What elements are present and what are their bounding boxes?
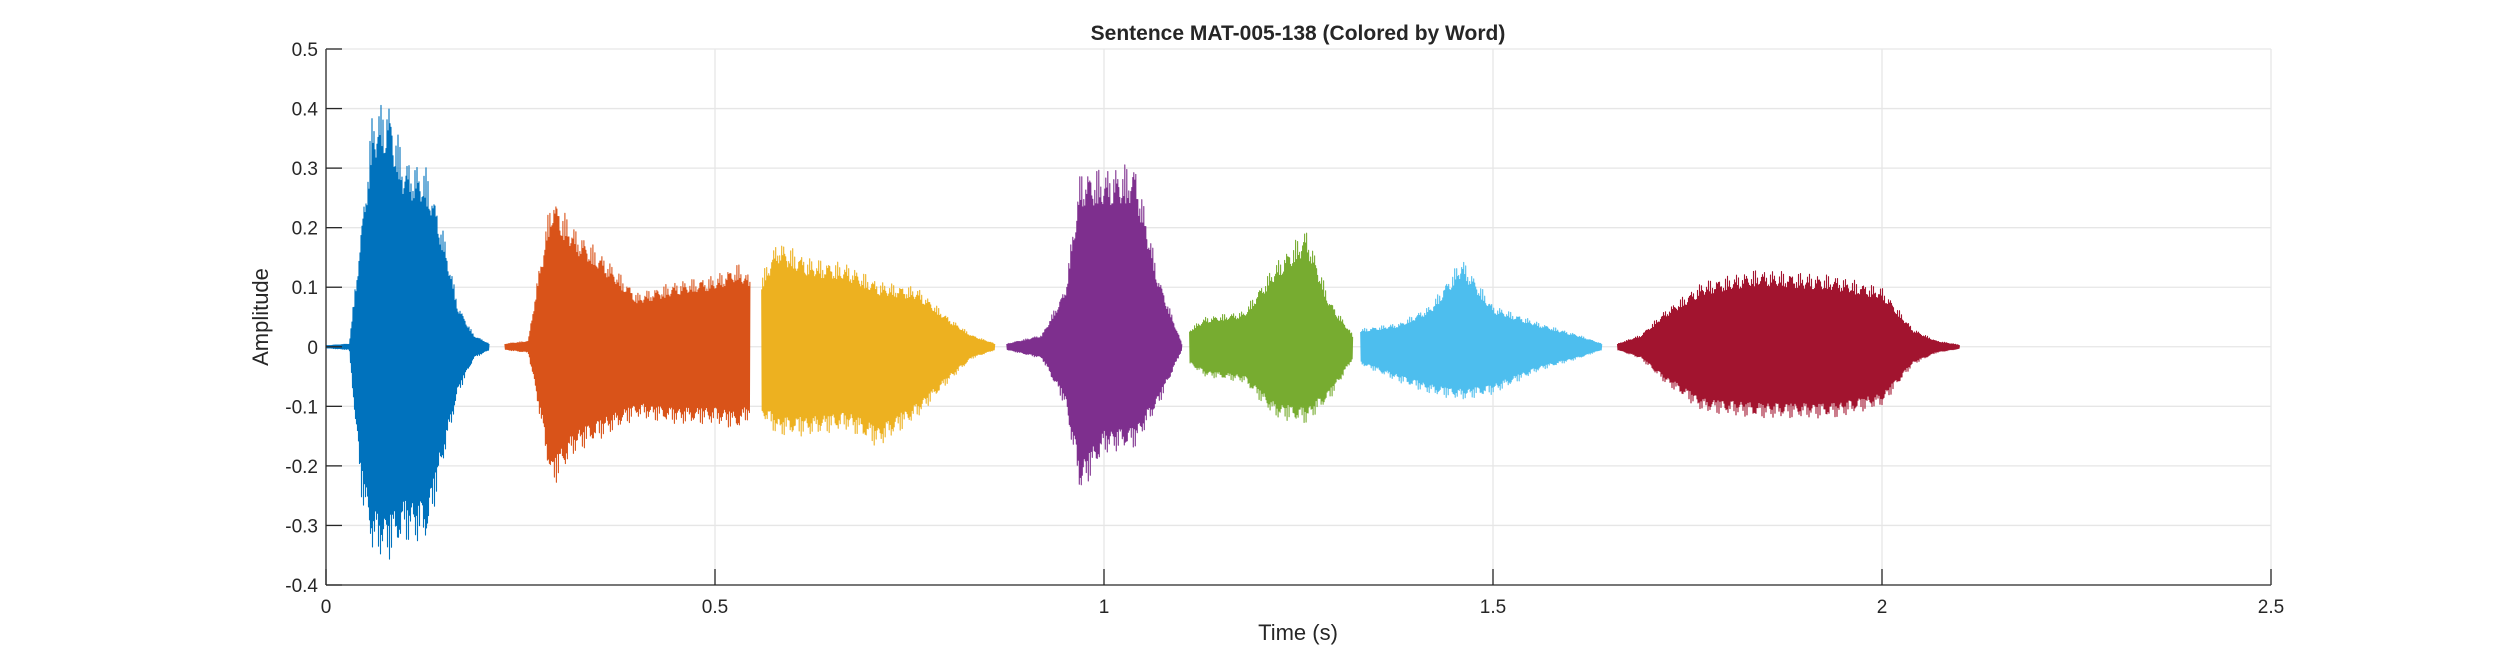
word-waveform-4 xyxy=(1006,164,1183,486)
y-tick-label: -0.3 xyxy=(285,516,318,537)
y-tick-label: 0.1 xyxy=(292,278,318,299)
y-tick-label: 0.5 xyxy=(292,40,318,61)
y-axis-label: Amplitude xyxy=(248,268,273,366)
y-tick-label: 0 xyxy=(307,338,318,359)
y-tick-label: -0.4 xyxy=(285,576,318,597)
x-axis-label: Time (s) xyxy=(1258,620,1338,645)
word-waveform-7 xyxy=(1616,270,1961,419)
chart-title: Sentence MAT-005-138 (Colored by Word) xyxy=(1091,22,1506,45)
y-tick-label: -0.1 xyxy=(285,397,318,418)
x-tick-label: 2.5 xyxy=(2258,597,2284,618)
x-tick-label: 2 xyxy=(1877,597,1888,618)
y-tick-label: 0.3 xyxy=(292,159,318,180)
word-waveform-6 xyxy=(1360,261,1603,400)
waveform-series xyxy=(325,104,1961,560)
axes-box xyxy=(325,48,2272,586)
word-waveform-3 xyxy=(761,245,996,446)
word-waveform-5 xyxy=(1189,232,1354,424)
y-tick-label: 0.2 xyxy=(292,219,318,240)
y-tick-label: 0.4 xyxy=(292,100,319,121)
y-tick-label: -0.2 xyxy=(285,457,318,478)
x-tick-label: 1.5 xyxy=(1480,597,1506,618)
x-tick-label: 0.5 xyxy=(702,597,728,618)
tick-labels: 0 0.5 1 1.5 2 2.5 -0.4 -0.3 -0.2 -0.1 0 0.1 0.2 0.3 0.… xyxy=(285,40,2284,618)
word-waveform-1 xyxy=(325,104,490,560)
x-tick-label: 0 xyxy=(321,597,332,618)
word-waveform-2 xyxy=(504,206,751,483)
x-tick-label: 1 xyxy=(1099,597,1110,618)
